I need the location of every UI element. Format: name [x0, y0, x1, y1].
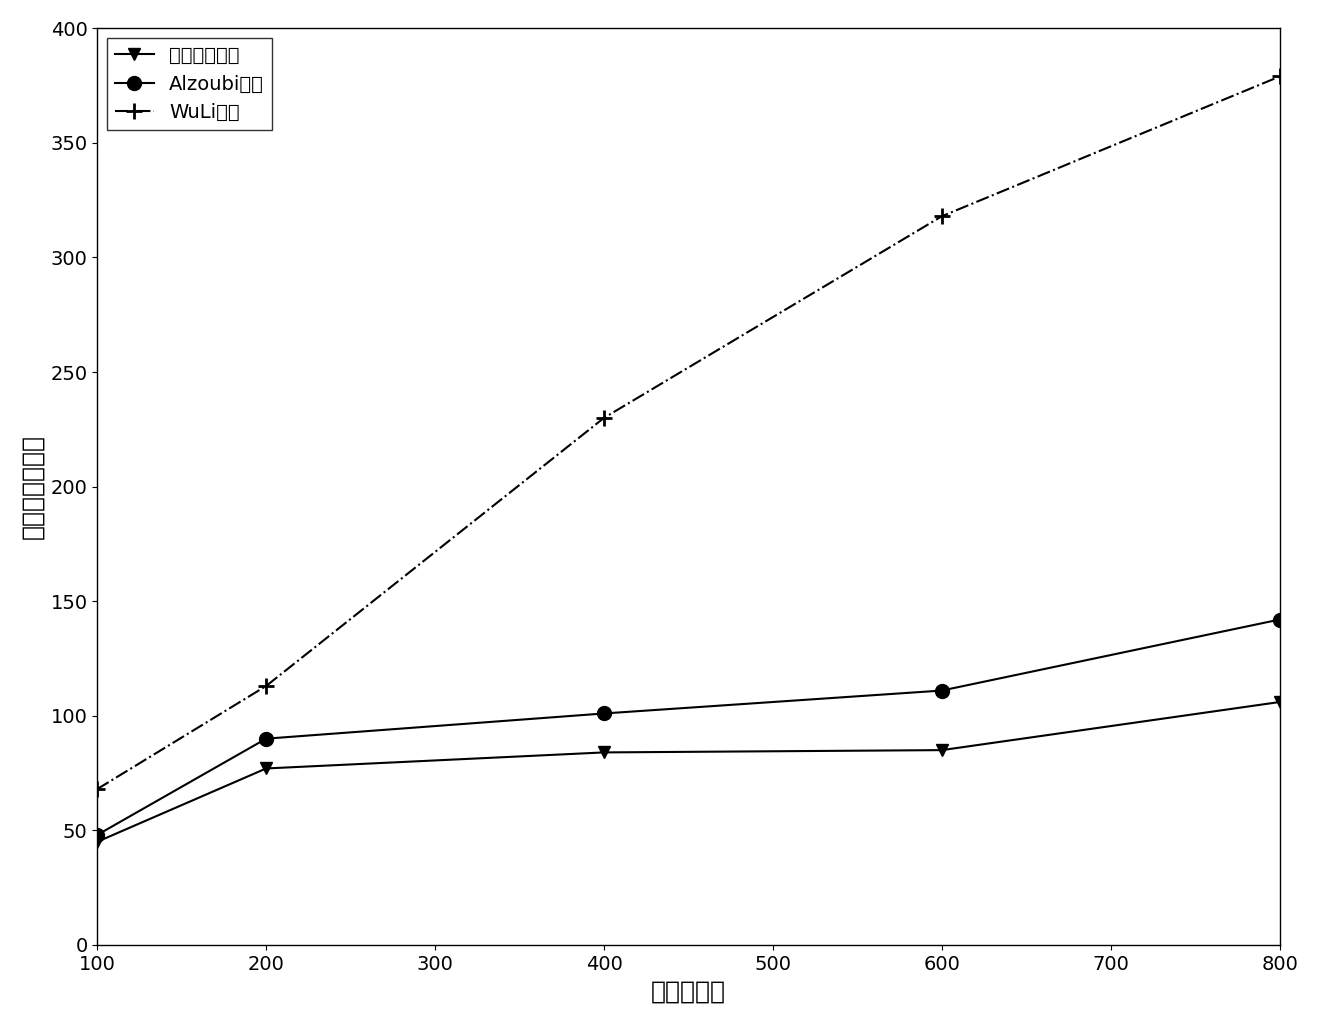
本发明的方法	[1272, 696, 1287, 709]
Alzoubi方法	[1272, 613, 1287, 626]
X-axis label: 网络节点数: 网络节点数	[652, 979, 725, 1004]
Legend: 本发明的方法, Alzoubi方法, WuLi方法: 本发明的方法, Alzoubi方法, WuLi方法	[107, 38, 272, 130]
WuLi方法	[596, 412, 612, 424]
Alzoubi方法	[90, 828, 106, 841]
Alzoubi方法	[934, 684, 950, 696]
WuLi方法	[90, 783, 106, 796]
Alzoubi方法	[259, 732, 274, 744]
Line: 本发明的方法: 本发明的方法	[91, 695, 1286, 848]
本发明的方法	[90, 836, 106, 848]
Line: WuLi方法: WuLi方法	[88, 69, 1289, 798]
本发明的方法	[596, 746, 612, 759]
Line: Alzoubi方法: Alzoubi方法	[90, 612, 1286, 842]
本发明的方法	[934, 744, 950, 757]
WuLi方法	[1272, 71, 1287, 83]
Y-axis label: 虚拟骨干网规模: 虚拟骨干网规模	[21, 434, 45, 539]
本发明的方法	[259, 762, 274, 774]
WuLi方法	[934, 210, 950, 222]
Alzoubi方法	[596, 708, 612, 720]
WuLi方法	[259, 680, 274, 692]
